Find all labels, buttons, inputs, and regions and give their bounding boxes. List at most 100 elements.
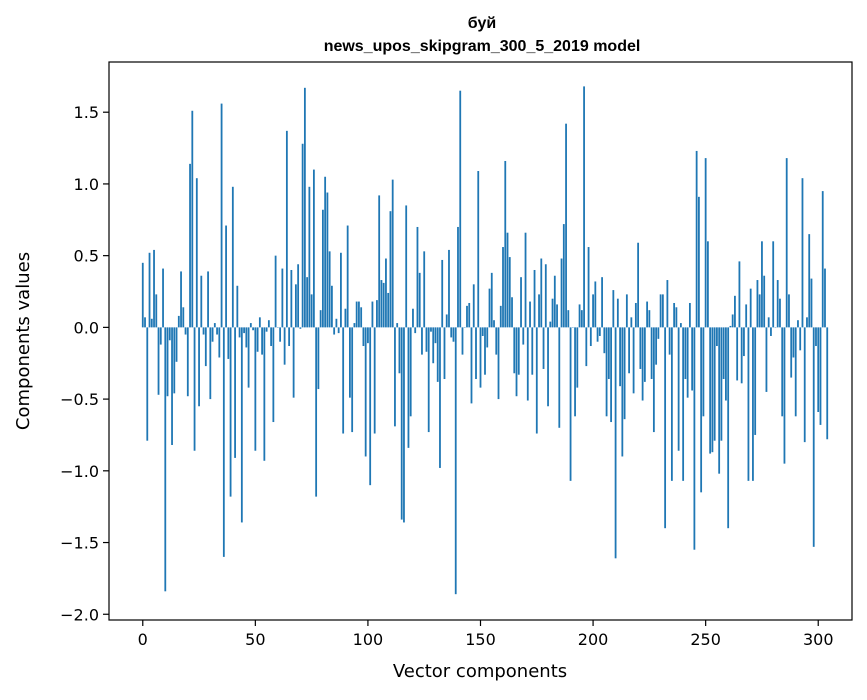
bar-10 <box>164 327 166 591</box>
bar-224 <box>646 302 648 328</box>
bar-162 <box>507 233 509 328</box>
bar-24 <box>196 178 198 327</box>
bar-302 <box>822 191 824 327</box>
x-tick-label: 250 <box>690 630 721 649</box>
bar-266 <box>741 327 743 383</box>
bar-73 <box>306 277 308 327</box>
bar-273 <box>757 280 759 327</box>
bar-40 <box>232 187 234 328</box>
y-tick-label: −2.0 <box>60 605 99 624</box>
bar-176 <box>538 294 540 327</box>
bar-117 <box>405 205 407 327</box>
bar-211 <box>617 299 619 328</box>
bar-237 <box>675 307 677 327</box>
bar-5 <box>153 250 155 327</box>
bar-23 <box>194 327 196 450</box>
bar-123 <box>419 273 421 328</box>
bar-93 <box>351 327 353 432</box>
y-axis-ticks: −2.0−1.5−1.0−0.50.00.51.01.5 <box>60 103 109 624</box>
bar-122 <box>417 227 419 327</box>
bar-79 <box>320 310 322 327</box>
bar-50 <box>254 327 256 450</box>
bar-240 <box>682 327 684 480</box>
bar-179 <box>545 264 547 327</box>
bar-186 <box>561 259 563 328</box>
bar-90 <box>345 309 347 328</box>
bar-113 <box>396 323 398 327</box>
bar-91 <box>347 226 349 328</box>
bar-188 <box>565 124 567 328</box>
bar-265 <box>739 261 741 327</box>
bar-262 <box>732 314 734 327</box>
bar-43 <box>239 327 241 337</box>
y-axis-label: Components values <box>13 252 34 430</box>
bar-139 <box>455 327 457 594</box>
bar-65 <box>288 327 290 346</box>
bar-210 <box>615 327 617 558</box>
bar-279 <box>770 327 772 336</box>
bar-285 <box>784 327 786 463</box>
bar-68 <box>295 284 297 327</box>
bar-92 <box>349 327 351 397</box>
bar-100 <box>367 327 369 343</box>
bar-172 <box>529 302 531 328</box>
bar-62 <box>281 269 283 328</box>
bar-261 <box>730 326 732 327</box>
bar-30 <box>209 327 211 399</box>
bar-138 <box>453 327 455 341</box>
bar-147 <box>473 284 475 327</box>
bar-53 <box>261 327 263 354</box>
bar-15 <box>176 327 178 361</box>
bar-4 <box>151 319 153 328</box>
bar-202 <box>597 327 599 341</box>
bar-131 <box>437 327 439 382</box>
bar-96 <box>358 302 360 328</box>
bar-171 <box>527 327 529 400</box>
bar-287 <box>788 294 790 327</box>
bar-169 <box>522 327 524 344</box>
bar-222 <box>642 327 644 400</box>
bar-269 <box>748 327 750 480</box>
bar-168 <box>520 277 522 327</box>
bar-204 <box>601 277 603 327</box>
bar-108 <box>385 259 387 328</box>
bar-84 <box>331 286 333 328</box>
bar-288 <box>790 327 792 377</box>
bar-243 <box>689 303 691 327</box>
bar-66 <box>290 270 292 327</box>
bar-26 <box>200 276 202 328</box>
bar-228 <box>655 327 657 364</box>
bar-31 <box>212 327 214 341</box>
bar-238 <box>678 327 680 450</box>
bar-69 <box>297 264 299 327</box>
bar-33 <box>216 327 218 334</box>
bar-197 <box>585 327 587 366</box>
bar-181 <box>549 322 551 328</box>
bar-254 <box>714 327 716 440</box>
bar-155 <box>491 273 493 328</box>
bar-51 <box>257 327 259 351</box>
bar-103 <box>374 327 376 433</box>
bar-64 <box>286 131 288 328</box>
bar-225 <box>648 310 650 327</box>
bar-88 <box>340 253 342 328</box>
bar-21 <box>189 164 191 328</box>
bar-180 <box>547 327 549 406</box>
bar-275 <box>761 241 763 327</box>
bar-290 <box>795 327 797 416</box>
bar-124 <box>421 327 423 354</box>
bar-280 <box>772 241 774 327</box>
bar-263 <box>734 296 736 328</box>
bar-258 <box>723 327 725 379</box>
x-axis-label: Vector components <box>393 661 567 682</box>
bar-277 <box>766 327 768 392</box>
bar-80 <box>322 210 324 328</box>
bar-20 <box>187 327 189 396</box>
bar-57 <box>270 327 272 346</box>
bar-248 <box>700 327 702 492</box>
bar-59 <box>275 256 277 328</box>
bar-44 <box>241 327 243 522</box>
bar-223 <box>644 327 646 382</box>
